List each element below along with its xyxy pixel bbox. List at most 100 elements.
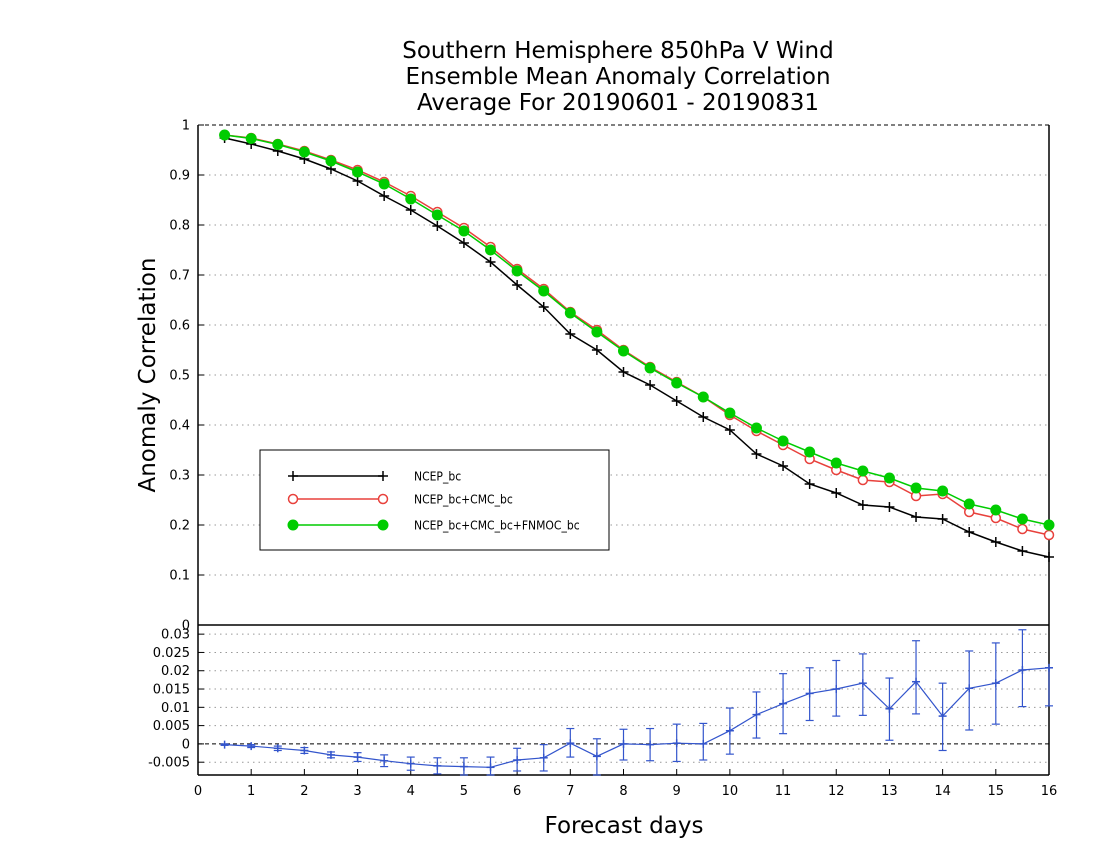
x-axis-label: Forecast days bbox=[545, 813, 704, 839]
data-point bbox=[538, 302, 549, 312]
data-point bbox=[991, 679, 1000, 688]
x-tick-label: 0 bbox=[194, 784, 202, 799]
data-point bbox=[644, 362, 656, 374]
series-line bbox=[224, 667, 1050, 768]
data-point bbox=[646, 740, 655, 749]
y-tick-label: 0.005 bbox=[153, 719, 190, 734]
data-point bbox=[857, 474, 869, 486]
x-tick-label: 8 bbox=[619, 784, 627, 799]
x-tick-label: 9 bbox=[673, 784, 681, 799]
data-point bbox=[831, 488, 842, 498]
data-point bbox=[963, 498, 975, 510]
data-point bbox=[805, 689, 814, 698]
data-point bbox=[485, 244, 497, 256]
series-NCEP_bc+CMC_bc+FNMOC_bc bbox=[219, 129, 1055, 531]
data-point bbox=[219, 129, 231, 141]
legend-marker bbox=[377, 519, 389, 531]
data-point bbox=[273, 744, 282, 753]
data-point bbox=[564, 307, 576, 319]
legend-entry: NCEP_bc+CMC_bc bbox=[287, 493, 513, 507]
data-point bbox=[458, 238, 469, 248]
data-point bbox=[406, 759, 415, 768]
data-point bbox=[965, 684, 974, 693]
y-tick-label: 0 bbox=[182, 619, 190, 634]
legend-marker bbox=[288, 471, 298, 481]
chart-title-line: Average For 20190601 - 20190831 bbox=[417, 90, 819, 116]
data-point bbox=[353, 753, 362, 762]
data-point bbox=[432, 221, 443, 231]
data-point bbox=[938, 712, 947, 721]
y-tick-label: 1 bbox=[182, 119, 190, 134]
x-tick-label: 11 bbox=[775, 784, 792, 799]
data-point bbox=[937, 514, 948, 524]
y-tick-label: 0.03 bbox=[161, 628, 190, 643]
data-point bbox=[1045, 663, 1053, 672]
data-point bbox=[698, 412, 709, 422]
data-point bbox=[911, 512, 922, 522]
data-point bbox=[566, 739, 575, 748]
x-tick-label: 13 bbox=[881, 784, 898, 799]
data-point bbox=[937, 485, 949, 497]
x-tick-label: 4 bbox=[407, 784, 415, 799]
y-axis-label: Anomaly Correlation bbox=[135, 257, 161, 492]
data-point bbox=[1016, 513, 1028, 525]
data-point bbox=[990, 504, 1002, 516]
data-point bbox=[857, 465, 869, 477]
data-point bbox=[751, 449, 762, 459]
data-point bbox=[779, 699, 788, 708]
legend-marker bbox=[378, 471, 388, 481]
data-point bbox=[485, 257, 496, 267]
data-point bbox=[513, 756, 522, 764]
error-bar bbox=[1045, 667, 1053, 707]
data-point bbox=[619, 739, 628, 748]
chart-title-line: Southern Hemisphere 850hPa V Wind bbox=[402, 38, 833, 64]
data-point bbox=[298, 146, 310, 158]
y-tick-label: 0 bbox=[182, 737, 190, 752]
data-point bbox=[885, 704, 894, 713]
data-point bbox=[804, 479, 815, 489]
y-tick-label: 0.02 bbox=[161, 664, 190, 679]
x-tick-label: 7 bbox=[566, 784, 574, 799]
legend-marker bbox=[287, 519, 299, 531]
data-point bbox=[857, 500, 868, 510]
data-point bbox=[486, 763, 495, 772]
data-point bbox=[565, 329, 576, 339]
data-point bbox=[912, 677, 921, 686]
y-tick-label: 0.015 bbox=[153, 683, 190, 698]
data-point bbox=[1018, 666, 1027, 674]
data-point bbox=[671, 396, 682, 406]
data-point bbox=[1043, 529, 1055, 541]
x-tick-label: 3 bbox=[353, 784, 361, 799]
data-point bbox=[539, 753, 548, 762]
y-tick-label: 0.8 bbox=[169, 219, 190, 234]
x-tick-label: 5 bbox=[460, 784, 468, 799]
data-point bbox=[1017, 523, 1028, 535]
legend-label: NCEP_bc+CMC_bc bbox=[414, 493, 513, 507]
chart-title: Southern Hemisphere 850hPa V WindEnsembl… bbox=[402, 38, 833, 116]
y-tick-label: 0.3 bbox=[169, 469, 190, 484]
data-point bbox=[725, 726, 734, 735]
y-tick-label: 0.01 bbox=[161, 701, 190, 716]
data-point bbox=[750, 422, 762, 434]
data-point bbox=[512, 280, 523, 290]
data-point bbox=[645, 380, 656, 390]
y-tick-label: -0.005 bbox=[148, 756, 190, 771]
y-tick-label: 0.7 bbox=[169, 269, 190, 284]
data-point bbox=[804, 446, 816, 458]
data-point bbox=[326, 750, 335, 759]
data-point bbox=[591, 326, 603, 338]
data-point bbox=[964, 527, 975, 537]
data-point bbox=[378, 178, 390, 190]
data-point bbox=[511, 265, 523, 277]
data-point bbox=[591, 345, 602, 355]
data-point bbox=[352, 176, 363, 186]
data-point bbox=[1044, 552, 1054, 562]
data-point bbox=[459, 762, 468, 771]
data-point bbox=[671, 377, 683, 389]
x-tick-label: 10 bbox=[722, 784, 739, 799]
data-point bbox=[724, 407, 736, 419]
data-point bbox=[699, 739, 708, 748]
series-line bbox=[224, 137, 1050, 558]
